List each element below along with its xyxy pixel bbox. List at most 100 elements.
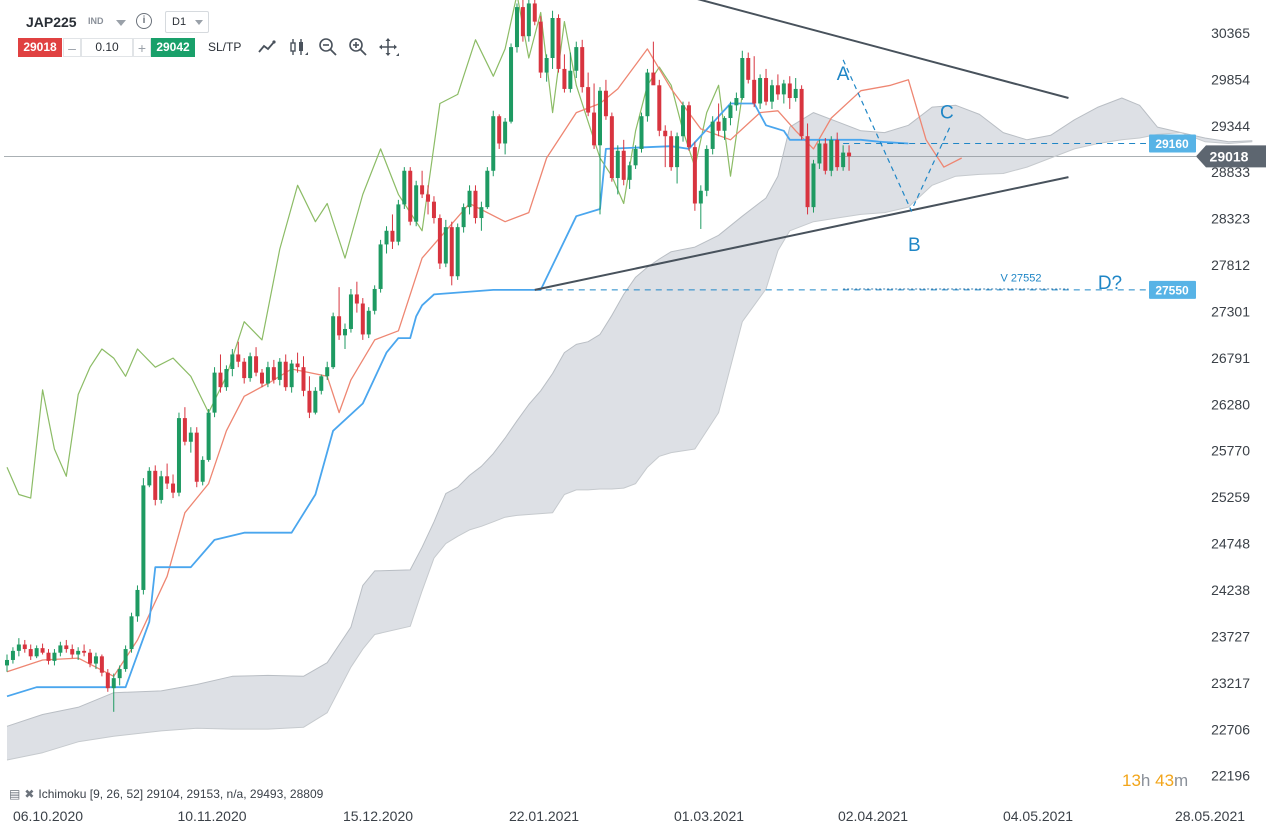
- ichimoku-cloud: [7, 98, 1253, 760]
- info-icon[interactable]: i: [136, 13, 152, 29]
- candle: [443, 219, 448, 268]
- zoom-out-icon[interactable]: [317, 36, 339, 58]
- candle: [147, 467, 152, 488]
- wave-label-C: C: [940, 103, 954, 124]
- candle: [64, 639, 69, 653]
- candle-body: [710, 121, 715, 149]
- candle: [354, 281, 359, 313]
- candle-body: [734, 98, 739, 106]
- indicator-remove-icon[interactable]: ✖: [24, 787, 35, 801]
- candle-body: [793, 88, 798, 99]
- candle-body: [182, 418, 187, 442]
- candle-body: [603, 90, 608, 117]
- candle: [562, 54, 567, 93]
- symbol-dropdown-icon[interactable]: [116, 20, 126, 26]
- quantity-decrease-button[interactable]: –: [63, 38, 81, 57]
- candle: [117, 665, 122, 686]
- candle-body: [105, 672, 110, 689]
- sell-button[interactable]: 29018: [18, 38, 62, 57]
- candle: [295, 352, 300, 373]
- chikou-span-line: [6, 0, 743, 499]
- candle-body: [633, 148, 638, 166]
- candle-body: [153, 470, 158, 500]
- candle: [141, 478, 146, 595]
- candle-body: [46, 652, 51, 661]
- candle-body: [503, 121, 508, 144]
- candle-body: [663, 130, 668, 137]
- candle: [242, 358, 247, 384]
- candle-body: [230, 354, 235, 369]
- candle: [657, 79, 662, 137]
- candle: [568, 52, 573, 93]
- candle-body: [277, 361, 282, 380]
- candle: [34, 645, 39, 659]
- buy-button[interactable]: 29042: [151, 38, 195, 57]
- line-chart-icon[interactable]: [256, 36, 278, 58]
- candle-body: [64, 645, 69, 650]
- candle: [182, 407, 187, 446]
- level-label-29160: 29160: [1155, 137, 1189, 151]
- candle-body: [455, 227, 460, 277]
- candle: [775, 74, 780, 100]
- candle: [5, 654, 9, 672]
- candle: [461, 203, 466, 233]
- candle-body: [218, 372, 223, 388]
- candle-body: [758, 78, 763, 104]
- candle: [70, 644, 75, 659]
- quantity-input[interactable]: 0.10: [81, 38, 133, 57]
- y-tick-label: 23217: [1211, 675, 1250, 691]
- candle: [390, 214, 395, 249]
- candle: [28, 644, 33, 660]
- y-tick-label: 24238: [1211, 582, 1250, 598]
- candle-body: [265, 367, 270, 384]
- candle: [663, 125, 668, 168]
- candle: [271, 359, 276, 384]
- candle-body: [129, 616, 134, 650]
- y-tick-label: 22196: [1211, 768, 1250, 784]
- candle-body: [123, 649, 128, 670]
- candle-body: [10, 650, 15, 660]
- candle-body: [366, 310, 371, 335]
- candle-body: [657, 85, 662, 131]
- zoom-in-icon[interactable]: [347, 36, 369, 58]
- candle: [485, 167, 490, 209]
- candle-body: [829, 139, 834, 171]
- y-tick-label: 29344: [1211, 118, 1250, 134]
- quantity-increase-button[interactable]: +: [133, 38, 151, 57]
- senkou-a-line: [6, 97, 1253, 727]
- sltp-button[interactable]: SL/TP: [208, 40, 242, 54]
- timeframe-select[interactable]: D1: [165, 11, 209, 33]
- candle-body: [722, 118, 727, 131]
- candle: [574, 41, 579, 79]
- candle: [603, 79, 608, 120]
- candle-body: [437, 218, 442, 264]
- y-tick-label: 28323: [1211, 211, 1250, 227]
- candles-icon[interactable]: [287, 36, 309, 58]
- candle: [337, 287, 342, 340]
- horizontal-levels[interactable]: 29160 27550 V 27552: [534, 134, 1196, 299]
- candle-body: [532, 3, 537, 22]
- candle-body: [348, 294, 353, 329]
- candle: [526, 0, 531, 42]
- indicator-settings-icon[interactable]: ▤: [9, 787, 21, 801]
- candle: [259, 368, 264, 388]
- y-tick-label: 23727: [1211, 629, 1250, 645]
- wave-label-B: B: [908, 235, 921, 256]
- candle-body: [473, 190, 478, 219]
- candle-body: [354, 294, 359, 304]
- indicator-legend[interactable]: ▤ ✖ Ichimoku [9, 26, 52] 29104, 29153, n…: [9, 787, 323, 801]
- candle: [277, 358, 282, 386]
- candle: [710, 116, 715, 155]
- candle: [627, 161, 632, 189]
- candle-body: [236, 354, 241, 362]
- candle-body: [254, 356, 259, 373]
- candle: [455, 223, 460, 280]
- candle: [752, 56, 757, 108]
- candle-body: [307, 390, 312, 413]
- candle-body: [93, 656, 98, 664]
- candle: [615, 145, 620, 195]
- move-icon[interactable]: [377, 36, 399, 58]
- symbol-name[interactable]: JAP225: [26, 14, 77, 30]
- drawings[interactable]: A B C D?: [534, 0, 1122, 294]
